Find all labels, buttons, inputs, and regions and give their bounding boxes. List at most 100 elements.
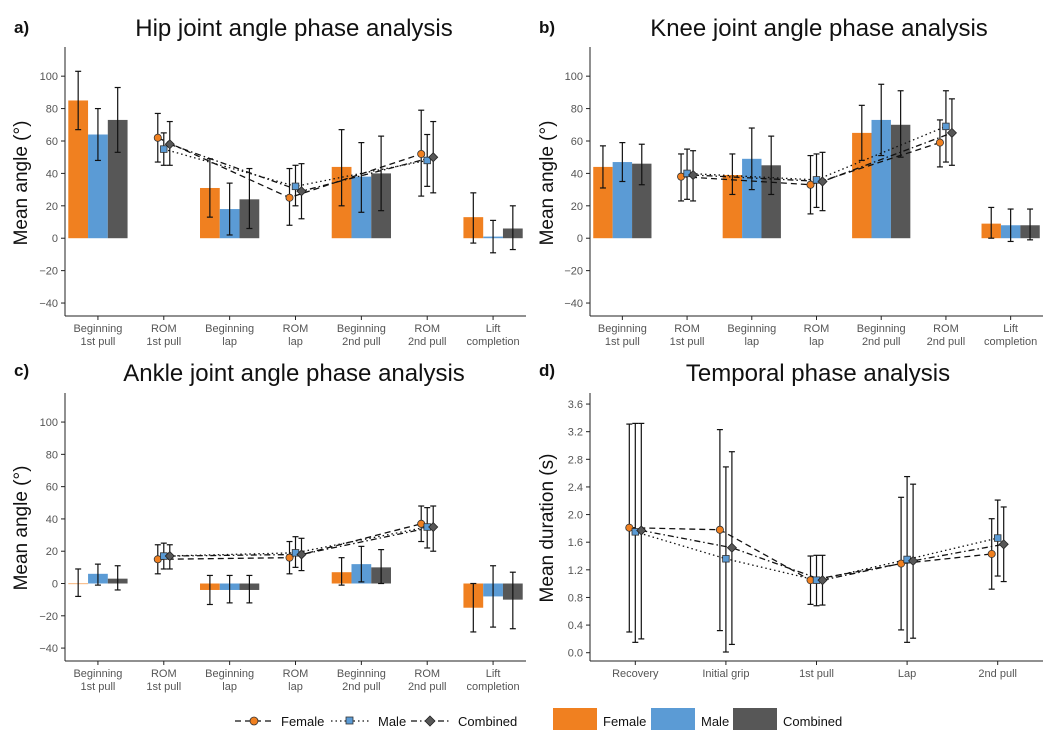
y-tick-label: −20 bbox=[39, 611, 58, 623]
point-female bbox=[285, 553, 294, 562]
panel-ankle: c) Ankle joint angle phase analysis Mean… bbox=[11, 360, 526, 693]
y-tick-label: −40 bbox=[39, 643, 58, 655]
y-tick-label: 3.6 bbox=[568, 399, 583, 411]
y-axis-label: Mean angle (°) bbox=[11, 121, 32, 246]
series-line-combined bbox=[693, 132, 953, 183]
x-tick-label: ROM lap bbox=[804, 323, 830, 348]
y-tick-label: 60 bbox=[571, 136, 583, 148]
circle-marker-icon bbox=[249, 716, 259, 726]
point-combined bbox=[636, 525, 647, 536]
y-tick-label: 20 bbox=[571, 201, 583, 213]
legend-item-combined-line: Combined bbox=[411, 714, 517, 729]
x-tick-label: Beginning 1st pull bbox=[73, 668, 122, 693]
bar-legend: Female Male Combined bbox=[553, 708, 842, 730]
x-tick-label: Lift completion bbox=[466, 668, 519, 693]
x-tick-label: Lift completion bbox=[984, 323, 1037, 348]
bar-female bbox=[722, 175, 743, 239]
point-female bbox=[715, 525, 724, 534]
legend-label: Male bbox=[378, 714, 406, 729]
point-combined bbox=[296, 186, 307, 197]
chart-title: Ankle joint angle phase analysis bbox=[123, 360, 465, 387]
point-female bbox=[935, 138, 944, 147]
point-combined bbox=[908, 555, 919, 566]
y-axis-label: Mean duration (s) bbox=[537, 454, 558, 603]
bar-male bbox=[88, 134, 108, 239]
point-female bbox=[625, 523, 634, 532]
legend-item-male-line: Male bbox=[331, 714, 406, 729]
y-tick-label: −20 bbox=[39, 266, 58, 278]
legend-label: Male bbox=[701, 714, 729, 729]
legend-swatch-female bbox=[553, 708, 597, 730]
point-female bbox=[987, 549, 996, 558]
bar-combined bbox=[107, 119, 128, 239]
line-legend: Female Male Combined bbox=[231, 707, 521, 731]
y-tick-label: 60 bbox=[46, 482, 58, 494]
bar-combined bbox=[632, 163, 652, 239]
y-tick-label: 40 bbox=[571, 168, 583, 180]
bar-female bbox=[68, 100, 89, 239]
bar-combined bbox=[761, 165, 781, 239]
y-tick-label: 20 bbox=[46, 546, 58, 558]
point-combined bbox=[164, 139, 175, 150]
x-tick-label: ROM 2nd pull bbox=[408, 323, 447, 348]
bar-male bbox=[612, 162, 633, 239]
y-tick-label: 80 bbox=[571, 104, 583, 116]
panel-knee: b) Knee joint angle phase analysis Mean … bbox=[537, 15, 1043, 348]
y-tick-label: 0 bbox=[577, 233, 583, 245]
x-tick-label: Beginning 1st pull bbox=[73, 323, 122, 348]
y-tick-label: 1.2 bbox=[568, 565, 583, 577]
bar-combined bbox=[890, 124, 911, 239]
point-combined bbox=[164, 550, 175, 562]
legend-label: Combined bbox=[783, 714, 842, 729]
y-tick-label: −20 bbox=[564, 266, 583, 278]
x-tick-label: Beginning lap bbox=[205, 668, 254, 693]
y-tick-label: 80 bbox=[46, 104, 58, 116]
legend-swatch-combined bbox=[733, 708, 777, 730]
y-tick-label: 60 bbox=[46, 136, 58, 148]
x-tick-label: Beginning 1st pull bbox=[598, 323, 647, 348]
series-line-male bbox=[635, 531, 998, 581]
legend-swatch-male bbox=[651, 708, 695, 730]
x-tick-label: 1st pull bbox=[799, 668, 834, 680]
bar-female bbox=[852, 132, 872, 239]
y-tick-label: 3.2 bbox=[568, 427, 583, 439]
y-tick-label: 0.0 bbox=[568, 648, 583, 660]
series-line-combined bbox=[641, 529, 1004, 581]
x-tick-label: ROM lap bbox=[283, 323, 309, 348]
y-tick-label: 0 bbox=[52, 579, 58, 591]
chart-title: Hip joint angle phase analysis bbox=[135, 15, 453, 42]
y-tick-label: 100 bbox=[565, 71, 583, 83]
panel-label: b) bbox=[539, 18, 555, 37]
point-male bbox=[160, 145, 168, 153]
x-tick-label: Beginning lap bbox=[205, 323, 254, 348]
x-tick-label: Lift completion bbox=[466, 323, 519, 348]
y-tick-label: 1.6 bbox=[568, 537, 583, 549]
y-tick-label: 40 bbox=[46, 168, 58, 180]
x-tick-label: Recovery bbox=[612, 668, 659, 680]
y-tick-label: 40 bbox=[46, 514, 58, 526]
point-combined bbox=[946, 127, 957, 138]
x-tick-label: ROM 2nd pull bbox=[408, 668, 447, 693]
point-combined bbox=[428, 152, 439, 163]
x-tick-label: Beginning 2nd pull bbox=[857, 323, 906, 348]
y-tick-label: 0.4 bbox=[568, 620, 583, 632]
panel-label: d) bbox=[539, 361, 555, 380]
x-tick-label: ROM 1st pull bbox=[146, 323, 181, 348]
point-combined bbox=[726, 542, 737, 553]
legend-label: Female bbox=[603, 714, 646, 729]
square-marker-icon bbox=[345, 716, 354, 725]
y-axis-label: Mean angle (°) bbox=[11, 466, 32, 591]
chart-title: Knee joint angle phase analysis bbox=[650, 15, 988, 42]
y-tick-label: 2.4 bbox=[568, 482, 583, 494]
panel-label: a) bbox=[14, 18, 29, 37]
legend-label: Combined bbox=[458, 714, 517, 729]
point-combined bbox=[998, 539, 1009, 550]
legend-item-female-line: Female bbox=[235, 714, 324, 729]
y-tick-label: 100 bbox=[40, 417, 58, 429]
point-female bbox=[417, 149, 426, 158]
y-tick-label: 0 bbox=[52, 233, 58, 245]
y-tick-label: 20 bbox=[46, 201, 58, 213]
point-male bbox=[994, 534, 1002, 542]
point-female bbox=[806, 180, 815, 189]
bar-male bbox=[871, 119, 891, 239]
